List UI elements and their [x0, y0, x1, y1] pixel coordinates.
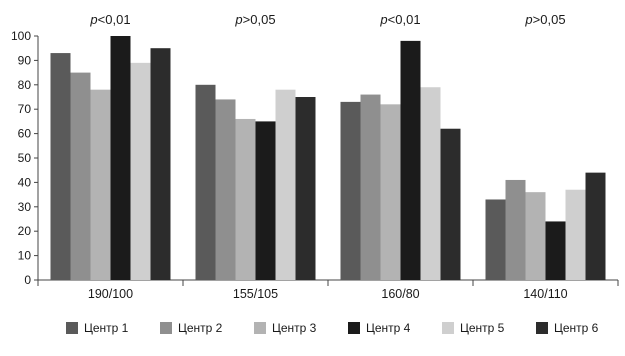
annotations: p<0,01 p>0,05 p<0,01 p>0,05 [89, 12, 565, 27]
y-tick-label: 10 [18, 249, 32, 263]
x-tick-label: 155/105 [233, 287, 278, 301]
bar [400, 40, 421, 280]
bar [485, 199, 506, 280]
y-tick-label: 40 [18, 175, 32, 189]
legend-label: Центр 2 [178, 321, 223, 335]
bar [255, 121, 276, 281]
legend-swatch [536, 322, 548, 334]
p-symbol: p [379, 12, 387, 27]
y-tick-label: 50 [18, 151, 32, 165]
legend-label: Центр 1 [84, 321, 129, 335]
bar [340, 101, 361, 280]
p-value: <0,01 [98, 12, 131, 27]
legend-swatch [348, 322, 360, 334]
x-tick-label: 160/80 [381, 287, 419, 301]
y-tick-label: 0 [24, 273, 31, 287]
legend: Центр 1 Центр 2 Центр 3 Центр 4 Центр 5 Центр… [66, 321, 599, 335]
legend-swatch [66, 322, 78, 334]
bar [295, 97, 316, 280]
legend-swatch [254, 322, 266, 334]
significance-annotation: p>0,05 [524, 12, 565, 27]
legend-label: Центр 4 [366, 321, 411, 335]
bar [150, 48, 171, 281]
y-tick-label: 90 [18, 53, 32, 67]
legend-label: Центр 5 [460, 321, 505, 335]
significance-annotation: p<0,01 [89, 12, 130, 27]
bar [565, 189, 586, 280]
bar [110, 36, 131, 280]
bar [90, 89, 111, 281]
bars [50, 36, 606, 281]
bar [70, 72, 91, 280]
bar [505, 179, 526, 280]
y-tick-label: 60 [18, 127, 32, 141]
bar [360, 94, 381, 280]
bar [275, 89, 296, 281]
bar [545, 221, 566, 280]
bar [130, 62, 151, 281]
p-value: >0,05 [533, 12, 566, 27]
y-tick-label: 100 [11, 29, 31, 43]
y-axis: 0 10 20 30 40 50 60 70 80 90 100 [11, 29, 39, 287]
p-symbol: p [234, 12, 242, 27]
p-value: <0,01 [388, 12, 421, 27]
bar [380, 104, 401, 280]
bar [420, 87, 441, 281]
bar [525, 192, 546, 280]
significance-annotation: p>0,05 [234, 12, 275, 27]
x-axis: 190/100 155/105 160/80 140/110 [37, 279, 619, 301]
legend-swatch [442, 322, 454, 334]
bar [195, 84, 216, 280]
p-symbol: p [89, 12, 97, 27]
p-symbol: p [524, 12, 532, 27]
y-tick-label: 20 [18, 224, 32, 238]
bar [215, 99, 236, 280]
y-tick-label: 70 [18, 102, 32, 116]
legend-label: Центр 3 [272, 321, 317, 335]
y-tick-label: 30 [18, 200, 32, 214]
y-tick-label: 80 [18, 78, 32, 92]
x-tick-label: 140/110 [523, 287, 567, 301]
bar [235, 118, 256, 281]
bar [50, 53, 71, 280]
bar [585, 172, 606, 280]
significance-annotation: p<0,01 [379, 12, 420, 27]
p-value: >0,05 [243, 12, 276, 27]
x-tick-label: 190/100 [88, 287, 133, 301]
legend-swatch [160, 322, 172, 334]
legend-label: Центр 6 [554, 321, 599, 335]
bar [440, 128, 461, 280]
